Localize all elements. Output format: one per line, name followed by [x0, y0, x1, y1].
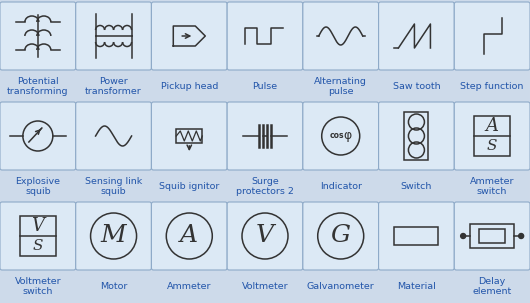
Bar [394, 227, 438, 245]
Text: V: V [31, 217, 45, 235]
FancyBboxPatch shape [152, 202, 227, 270]
Text: Voltmeter
switch: Voltmeter switch [14, 277, 61, 296]
Circle shape [519, 234, 524, 238]
Text: Saw tooth: Saw tooth [393, 82, 440, 91]
FancyBboxPatch shape [227, 2, 303, 70]
Text: Sensing link
squib: Sensing link squib [85, 177, 142, 196]
FancyBboxPatch shape [152, 102, 227, 170]
FancyBboxPatch shape [227, 102, 303, 170]
FancyBboxPatch shape [303, 102, 378, 170]
FancyBboxPatch shape [378, 2, 454, 70]
Text: V: V [256, 224, 274, 247]
Bar [470, 224, 514, 248]
FancyBboxPatch shape [152, 2, 227, 70]
Bar [176, 129, 202, 143]
FancyBboxPatch shape [76, 102, 152, 170]
Text: M: M [101, 224, 126, 247]
Text: Alternating
pulse: Alternating pulse [314, 77, 367, 96]
FancyBboxPatch shape [227, 202, 303, 270]
Text: φ: φ [343, 128, 352, 142]
Bar [20, 216, 56, 256]
Text: Motor: Motor [100, 282, 127, 291]
Text: S: S [33, 239, 43, 253]
FancyBboxPatch shape [0, 202, 76, 270]
Text: Step function: Step function [461, 82, 524, 91]
Text: Power
transformer: Power transformer [85, 77, 142, 96]
Text: Material: Material [397, 282, 436, 291]
FancyBboxPatch shape [0, 102, 76, 170]
Text: G: G [331, 224, 351, 247]
Text: A: A [485, 117, 499, 135]
FancyBboxPatch shape [378, 202, 454, 270]
Text: Potential
transforming: Potential transforming [7, 77, 68, 96]
FancyBboxPatch shape [303, 2, 378, 70]
Text: A: A [180, 224, 198, 247]
Text: cos: cos [330, 131, 344, 139]
Text: Galvanometer: Galvanometer [307, 282, 375, 291]
Text: Delay
element: Delay element [473, 277, 512, 296]
FancyBboxPatch shape [454, 102, 530, 170]
Bar [479, 229, 505, 243]
FancyBboxPatch shape [303, 202, 378, 270]
Text: Squib ignitor: Squib ignitor [159, 182, 219, 191]
Bar [404, 112, 428, 160]
Bar [474, 116, 510, 156]
Text: Explosive
squib: Explosive squib [15, 177, 60, 196]
FancyBboxPatch shape [76, 202, 152, 270]
Text: Indicator: Indicator [320, 182, 361, 191]
Text: S: S [487, 139, 497, 153]
Text: Ammeter: Ammeter [167, 282, 211, 291]
Text: Ammeter
switch: Ammeter switch [470, 177, 515, 196]
Text: Pickup head: Pickup head [161, 82, 218, 91]
Text: Pulse: Pulse [252, 82, 278, 91]
Circle shape [461, 234, 466, 238]
FancyBboxPatch shape [454, 202, 530, 270]
Text: Voltmeter: Voltmeter [242, 282, 288, 291]
Text: Switch: Switch [401, 182, 432, 191]
FancyBboxPatch shape [454, 2, 530, 70]
FancyBboxPatch shape [0, 2, 76, 70]
Text: Surge
protectors 2: Surge protectors 2 [236, 177, 294, 196]
FancyBboxPatch shape [378, 102, 454, 170]
FancyBboxPatch shape [76, 2, 152, 70]
